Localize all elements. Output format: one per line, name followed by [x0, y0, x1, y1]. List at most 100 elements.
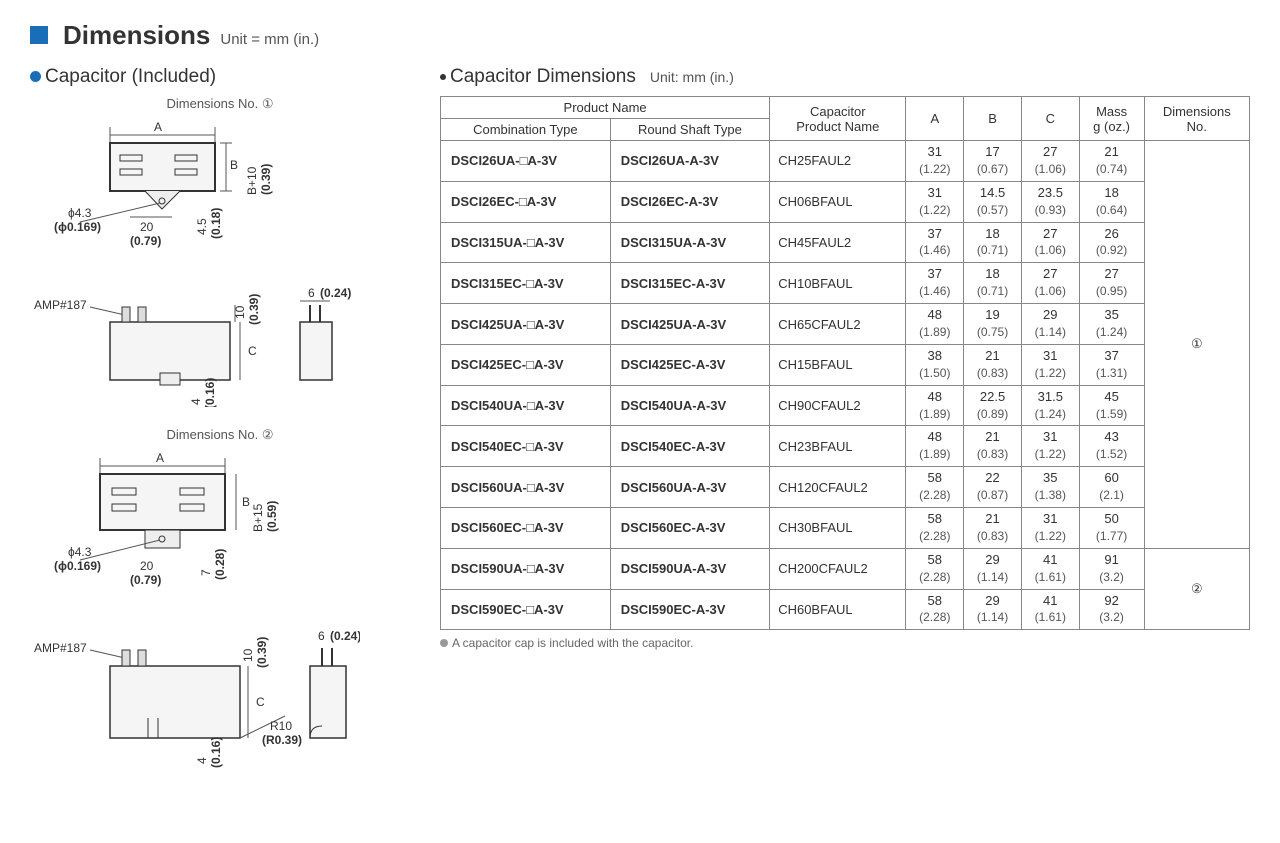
- diagram-2-side: AMP#187 10 (0.39) C 4 (0.16): [30, 618, 410, 768]
- table-cell: 37(1.31): [1079, 344, 1144, 385]
- th-C: C: [1021, 97, 1079, 141]
- th-combination: Combination Type: [441, 119, 611, 141]
- dim-r10: R10: [270, 719, 292, 733]
- dim-039b: (0.39): [255, 637, 269, 668]
- table-cell: CH90CFAUL2: [770, 385, 906, 426]
- dim-20: 20: [140, 220, 154, 234]
- page-header: Dimensions Unit = mm (in.): [30, 20, 1250, 51]
- dim-10b: 10: [241, 648, 255, 662]
- dim-b15: B+15: [251, 503, 265, 532]
- table-cell: DSCI560EC-A-3V: [610, 508, 769, 549]
- th-dimno: Dimensions No.: [1144, 97, 1249, 141]
- dim-016: (0.16): [203, 378, 217, 407]
- th-roundshaft: Round Shaft Type: [610, 119, 769, 141]
- table-cell: 45(1.59): [1079, 385, 1144, 426]
- table-cell: 21(0.83): [964, 508, 1022, 549]
- dim-079: (0.79): [130, 234, 161, 248]
- diagram-1-side: AMP#187 10 (0.39) C 4 (0.16): [30, 277, 410, 407]
- table-cell: CH60BFAUL: [770, 589, 906, 630]
- table-row: DSCI26EC-□A-3VDSCI26EC-A-3VCH06BFAUL31(1…: [441, 181, 1250, 222]
- page-title: Dimensions: [63, 20, 210, 51]
- table-cell: 27(1.06): [1021, 141, 1079, 182]
- diagram-2-label: Dimensions No. ②: [30, 427, 410, 443]
- right-subheader: Capacitor Dimensions Unit: mm (in.): [440, 66, 1250, 88]
- capacitor-top-diagram-1: A B B+10 (0.39): [30, 117, 330, 257]
- table-cell: DSCI540EC-A-3V: [610, 426, 769, 467]
- table-row: DSCI26UA-□A-3VDSCI26UA-A-3VCH25FAUL231(1…: [441, 141, 1250, 182]
- table-cell: 60(2.1): [1079, 467, 1144, 508]
- dim-b059: (0.59): [265, 501, 279, 532]
- table-cell: 58(2.28): [906, 467, 964, 508]
- table-cell: 92(3.2): [1079, 589, 1144, 630]
- table-cell: CH120CFAUL2: [770, 467, 906, 508]
- table-cell: DSCI590UA-A-3V: [610, 548, 769, 589]
- table-cell: 29(1.14): [964, 548, 1022, 589]
- table-cell: DSCI315EC-A-3V: [610, 263, 769, 304]
- th-A: A: [906, 97, 964, 141]
- table-row: DSCI590EC-□A-3VDSCI590EC-A-3VCH60BFAUL58…: [441, 589, 1250, 630]
- th-B: B: [964, 97, 1022, 141]
- dim-A2: A: [156, 451, 164, 465]
- dim-C: C: [248, 344, 257, 358]
- amp187-label: AMP#187: [34, 298, 87, 312]
- table-row: DSCI425EC-□A-3VDSCI425EC-A-3VCH15BFAUL38…: [441, 344, 1250, 385]
- table-cell: 21(0.74): [1079, 141, 1144, 182]
- table-cell: DSCI425EC-□A-3V: [441, 344, 611, 385]
- dimensions-table: Product Name Capacitor Product Name A B …: [440, 96, 1250, 630]
- dim-b039: (0.39): [259, 164, 273, 195]
- dim-079b: (0.79): [130, 573, 161, 587]
- table-cell: 31(1.22): [906, 141, 964, 182]
- table-cell: 58(2.28): [906, 548, 964, 589]
- left-title: Capacitor (Included): [45, 66, 216, 87]
- table-cell: DSCI26UA-□A-3V: [441, 141, 611, 182]
- dim-B2: B: [242, 495, 250, 509]
- table-cell: 37(1.46): [906, 222, 964, 263]
- diagram-1-label: Dimensions No. ①: [30, 96, 410, 112]
- table-row: DSCI540UA-□A-3VDSCI540UA-A-3VCH90CFAUL24…: [441, 385, 1250, 426]
- right-unit: Unit: mm (in.): [650, 69, 734, 85]
- table-row: DSCI315UA-□A-3VDSCI315UA-A-3VCH45FAUL237…: [441, 222, 1250, 263]
- footnote-dot-icon: [440, 639, 448, 647]
- left-subheader: Capacitor (Included): [30, 66, 410, 88]
- table-cell: 35(1.38): [1021, 467, 1079, 508]
- table-cell: CH65CFAUL2: [770, 304, 906, 345]
- footnote: A capacitor cap is included with the cap…: [440, 636, 1250, 650]
- th-mass: Mass g (oz.): [1079, 97, 1144, 141]
- table-cell: DSCI590EC-□A-3V: [441, 589, 611, 630]
- table-cell: 21(0.83): [964, 344, 1022, 385]
- dim-018: (0.18): [209, 208, 223, 239]
- table-cell: 31(1.22): [1021, 508, 1079, 549]
- table-row: DSCI590UA-□A-3VDSCI590UA-A-3VCH200CFAUL2…: [441, 548, 1250, 589]
- table-cell: 17(0.67): [964, 141, 1022, 182]
- table-cell: ①: [1144, 141, 1249, 549]
- table-cell: DSCI560UA-A-3V: [610, 467, 769, 508]
- table-cell: 26(0.92): [1079, 222, 1144, 263]
- table-cell: 22(0.87): [964, 467, 1022, 508]
- table-cell: 29(1.14): [1021, 304, 1079, 345]
- table-cell: 31(1.22): [906, 181, 964, 222]
- right-column: Capacitor Dimensions Unit: mm (in.) Prod…: [440, 66, 1250, 788]
- table-cell: DSCI26UA-A-3V: [610, 141, 769, 182]
- dim-b10: B+10: [245, 166, 259, 195]
- dim-45: 4.5: [195, 218, 209, 235]
- table-cell: DSCI315EC-□A-3V: [441, 263, 611, 304]
- left-column: Capacitor (Included) Dimensions No. ① A: [30, 66, 410, 788]
- right-title: Capacitor Dimensions: [450, 66, 636, 87]
- dim-024: (0.24): [320, 286, 351, 300]
- table-cell: DSCI425UA-□A-3V: [441, 304, 611, 345]
- table-cell: 48(1.89): [906, 304, 964, 345]
- table-cell: DSCI540UA-A-3V: [610, 385, 769, 426]
- table-cell: 31.5(1.24): [1021, 385, 1079, 426]
- dim-phi0169b: (ϕ0.169): [54, 559, 101, 573]
- table-cell: 27(0.95): [1079, 263, 1144, 304]
- table-cell: CH25FAUL2: [770, 141, 906, 182]
- table-cell: 27(1.06): [1021, 263, 1079, 304]
- table-cell: DSCI315UA-A-3V: [610, 222, 769, 263]
- bullet-dot-icon: [30, 71, 41, 82]
- capacitor-top-diagram-2: A B B+15 (0.59) 7 (0.28): [30, 448, 330, 598]
- table-cell: 58(2.28): [906, 508, 964, 549]
- table-cell: 48(1.89): [906, 426, 964, 467]
- dim-r039: (R0.39): [262, 733, 302, 747]
- table-cell: 41(1.61): [1021, 548, 1079, 589]
- dim-A: A: [154, 120, 162, 134]
